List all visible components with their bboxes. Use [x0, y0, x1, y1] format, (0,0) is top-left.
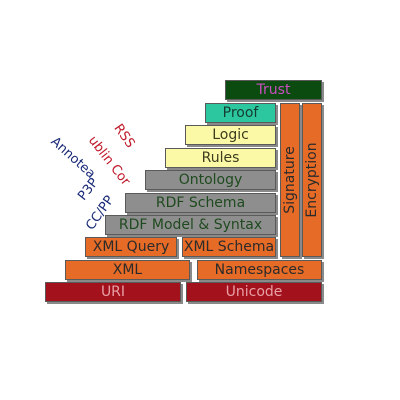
- signature-label: Signature: [282, 146, 298, 214]
- xml-label: XML: [112, 262, 143, 278]
- xml-schema-label: XML Schema: [183, 239, 275, 255]
- unicode-label: Unicode: [225, 284, 283, 300]
- rdf-model-label: RDF Model & Syntax: [118, 217, 263, 233]
- ontology-layer: Ontology: [145, 170, 276, 190]
- uri-layer: URI: [45, 282, 181, 302]
- rdf-schema-label: RDF Schema: [155, 195, 246, 211]
- trust-label: Trust: [256, 82, 291, 98]
- proof-layer: Proof: [205, 103, 276, 123]
- namespaces-label: Namespaces: [214, 262, 305, 278]
- xml-schema-layer: XML Schema: [182, 237, 276, 257]
- encryption-label: Encryption: [304, 142, 320, 218]
- rss-label: RSS: [110, 121, 138, 151]
- proof-label: Proof: [222, 105, 259, 121]
- xml-query-label: XML Query: [92, 239, 170, 255]
- rdf-model-layer: RDF Model & Syntax: [105, 215, 276, 235]
- xml-layer: XML: [65, 260, 190, 280]
- ontology-label: Ontology: [178, 172, 243, 188]
- xml-query-layer: XML Query: [85, 237, 177, 257]
- logic-layer: Logic: [185, 125, 276, 145]
- rules-layer: Rules: [165, 148, 276, 168]
- uri-label: URI: [100, 284, 126, 300]
- trust-layer: Trust: [225, 80, 322, 100]
- rules-label: Rules: [201, 150, 240, 166]
- p3p-label: P3P: [75, 175, 102, 204]
- unicode-layer: Unicode: [186, 282, 322, 302]
- namespaces-layer: Namespaces: [197, 260, 322, 280]
- encryption-layer: Encryption: [302, 103, 322, 257]
- logic-label: Logic: [212, 127, 249, 143]
- rdf-schema-layer: RDF Schema: [125, 193, 276, 213]
- signature-layer: Signature: [280, 103, 300, 257]
